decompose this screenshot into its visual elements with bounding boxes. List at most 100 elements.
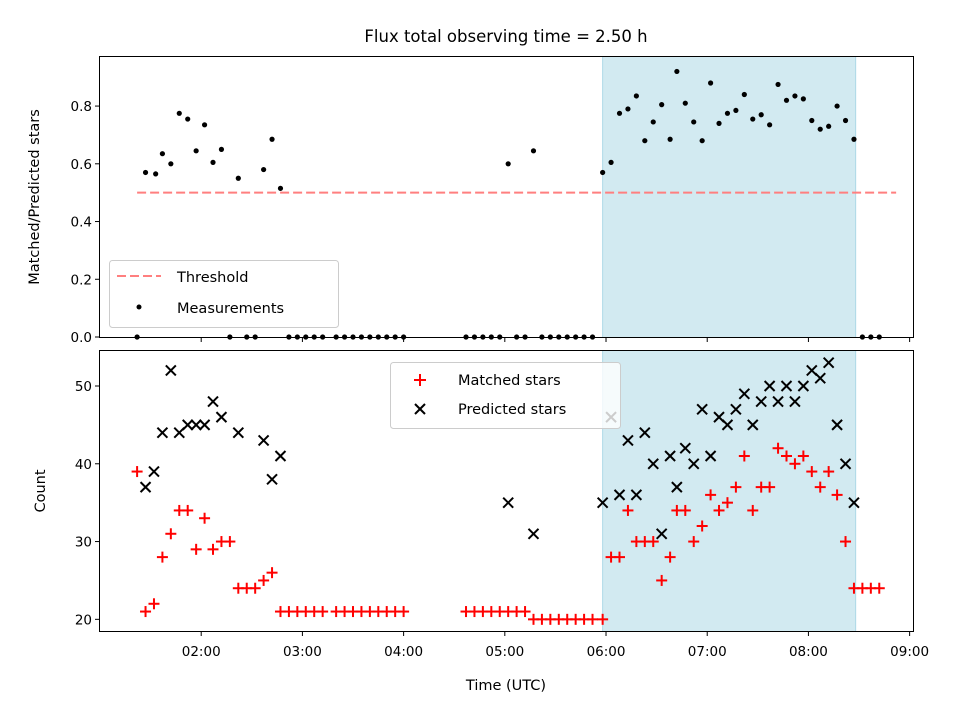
predicted-star-point <box>688 458 700 470</box>
matched-star-point <box>747 504 759 516</box>
x-tick-label: 08:00 <box>789 644 828 660</box>
measurement-point <box>633 93 639 99</box>
bottom-ticks: 20 30 40 50 02:00 03:00 04:00 05:00 06:00 07:00 08… <box>75 379 929 660</box>
y-tick-label: 0.2 <box>71 272 92 288</box>
measurement-point <box>716 120 722 126</box>
measurement-point <box>600 169 606 176</box>
predicted-star-point <box>156 426 169 439</box>
highlight-span <box>602 57 856 337</box>
predicted-star-point <box>730 403 742 416</box>
measurement-point <box>809 117 815 124</box>
matched-star-point <box>597 613 609 625</box>
measurement-point <box>218 146 225 152</box>
predicted-star-point <box>257 434 270 447</box>
bottom-highlight-layer <box>602 351 857 631</box>
predicted-star-point <box>266 473 278 486</box>
measurement-point <box>800 96 806 102</box>
predicted-star-point <box>822 356 835 369</box>
measurement-point <box>210 159 216 165</box>
matched-star-point <box>317 606 329 618</box>
legend-measurements-label: Measurements <box>177 301 284 317</box>
matched-star-point <box>780 450 792 462</box>
measurement-point <box>176 110 182 116</box>
top-plot-frame <box>99 56 914 338</box>
measurement-point <box>842 117 849 124</box>
matched-star-point <box>148 598 160 610</box>
predicted-star-point <box>182 419 194 431</box>
predicted-star-point <box>527 528 540 540</box>
predicted-star-point <box>647 458 659 470</box>
panel-bottom: 20 30 40 50 02:00 03:00 04:00 05:00 06:00 07:00 08… <box>33 350 929 660</box>
measurement-point <box>674 68 680 75</box>
top-y-axis-label: Matched/Predicted stars <box>27 109 43 285</box>
measurement-point <box>269 136 275 142</box>
measurement-point <box>775 81 781 88</box>
measurement-point <box>758 112 764 118</box>
predicted-star-point <box>215 411 228 423</box>
predicted-star-point <box>622 434 634 447</box>
predicted-star-point <box>848 496 860 509</box>
matched-star-point <box>258 574 270 586</box>
matched-star-point <box>730 481 742 493</box>
measurement-point <box>193 148 199 154</box>
matched-star-point <box>721 497 733 509</box>
measurement-point <box>750 116 756 122</box>
x-tick-label: 02:00 <box>182 644 221 660</box>
measurement-point <box>826 123 832 129</box>
bottom-legend-box <box>390 362 621 429</box>
matched-star-point <box>266 567 278 579</box>
predicted-star-point <box>190 419 202 431</box>
predicted-star-point <box>797 380 810 392</box>
predicted-star-point <box>165 364 177 377</box>
matched-star-point <box>705 489 717 501</box>
legend-predicted-marker <box>414 403 426 415</box>
matched-star-point <box>664 551 676 563</box>
matched-star-point <box>823 466 835 478</box>
measurement-point <box>699 138 705 144</box>
measurement-point <box>168 161 174 167</box>
measurement-point <box>153 171 159 177</box>
highlight-span <box>602 351 856 631</box>
predicted-star-point <box>613 489 626 501</box>
measurement-point <box>142 169 149 176</box>
matched-star-point <box>656 574 668 586</box>
matched-star-point <box>249 582 261 594</box>
matched-star-point <box>519 606 531 618</box>
matched-star-point <box>131 466 143 478</box>
matched-star-point <box>622 504 634 516</box>
matched-star-point <box>814 481 826 493</box>
predicted-star-point <box>763 380 776 392</box>
predicted-star-point <box>747 419 759 431</box>
top-legend: Threshold Measurements <box>109 260 339 328</box>
measurement-point <box>201 122 208 128</box>
matched-star-point <box>614 551 626 563</box>
chart-title: Flux total observing time = 2.50 h <box>364 27 647 46</box>
measurement-point <box>650 119 656 125</box>
measurement-point <box>277 185 284 191</box>
matched-star-point <box>207 543 219 555</box>
legend-threshold-label: Threshold <box>176 270 248 286</box>
matched-star-point <box>797 450 809 462</box>
measurement-point <box>851 136 857 142</box>
measurement-point <box>767 122 773 128</box>
measurement-point <box>792 93 798 99</box>
y-tick-label: 0.0 <box>71 330 92 346</box>
matched-star-point <box>679 504 691 516</box>
matched-star-point <box>772 442 784 454</box>
predicted-star-point <box>148 465 160 478</box>
predicted-star-point <box>207 395 219 408</box>
measurement-point <box>625 106 631 112</box>
measurement-point <box>817 126 823 132</box>
matched-star-point <box>199 512 211 524</box>
x-tick-label: 09:00 <box>890 644 929 660</box>
predicted-star-point <box>679 442 691 454</box>
matched-star-point <box>873 582 885 594</box>
predicted-star-point <box>671 481 683 493</box>
top-ticks: 0.0 0.2 0.4 0.6 0.8 <box>71 99 911 346</box>
y-tick-label: 40 <box>75 457 92 473</box>
y-tick-label: 30 <box>75 535 92 551</box>
matched-star-point <box>789 458 801 470</box>
measurement-point <box>616 110 623 116</box>
x-tick-label: 07:00 <box>688 644 727 660</box>
